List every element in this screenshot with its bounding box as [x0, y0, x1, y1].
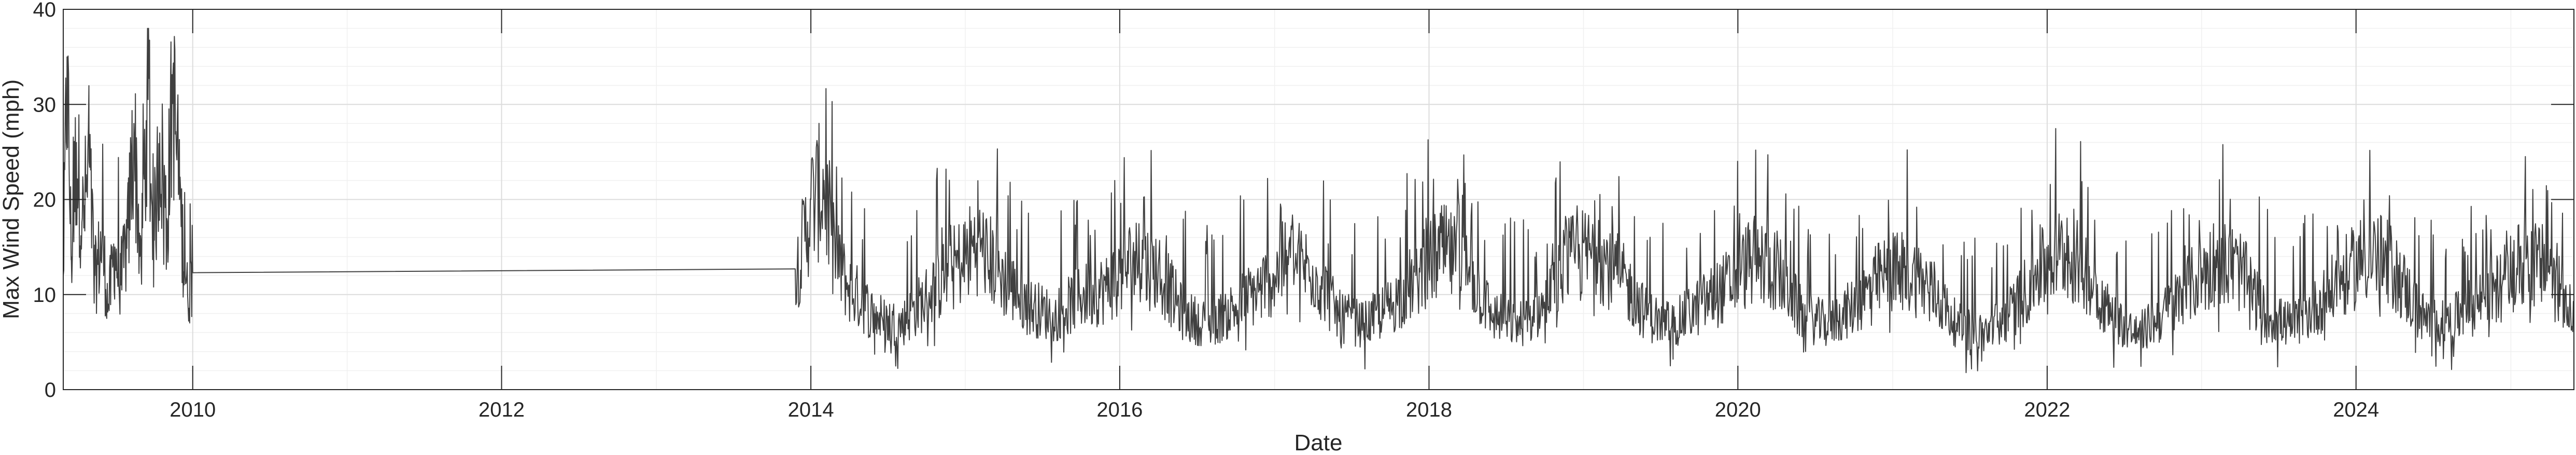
series-line-max-wind-speed [63, 27, 2574, 374]
x-tick-label: 2020 [1715, 398, 1761, 421]
x-tick-label: 2016 [1096, 398, 1143, 421]
x-tick-label: 2010 [170, 398, 216, 421]
x-tick-label: 2024 [2333, 398, 2379, 421]
y-tick-label: 0 [45, 379, 56, 402]
y-tick-label: 20 [33, 189, 57, 212]
y-tick-label: 30 [33, 93, 57, 116]
axis-ticks [63, 9, 2574, 390]
x-tick-labels: 2010 2012 2014 2016 2018 2020 2022 2024 [170, 398, 2379, 421]
y-tick-labels: 0 10 20 30 40 [33, 0, 57, 402]
y-tick-label: 40 [33, 0, 57, 21]
x-axis-title: Date [1294, 430, 1343, 455]
x-tick-label: 2018 [1406, 398, 1452, 421]
minor-grid [63, 9, 2574, 390]
x-tick-label: 2012 [478, 398, 525, 421]
x-tick-label: 2014 [788, 398, 834, 421]
x-tick-label: 2022 [2024, 398, 2070, 421]
y-tick-label: 10 [33, 284, 57, 307]
y-axis-title: Max Wind Speed (mph) [0, 79, 24, 319]
